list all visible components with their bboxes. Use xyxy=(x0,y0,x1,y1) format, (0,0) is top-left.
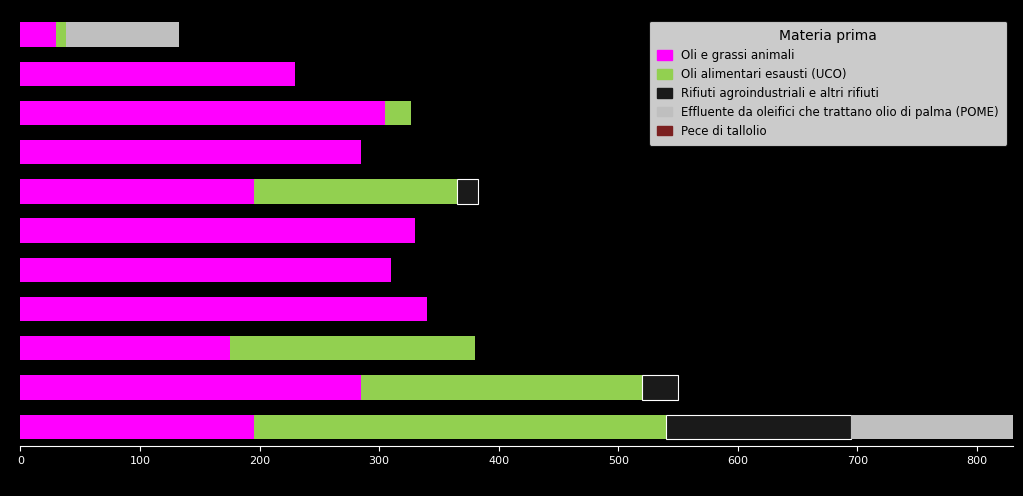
Bar xyxy=(56,22,65,47)
Bar xyxy=(642,375,678,400)
Bar xyxy=(20,140,361,164)
Bar xyxy=(20,179,254,203)
Bar xyxy=(20,336,230,361)
Bar xyxy=(457,179,479,203)
Bar xyxy=(65,22,179,47)
Bar xyxy=(20,218,415,243)
Bar xyxy=(20,258,391,282)
Bar xyxy=(20,375,361,400)
Bar xyxy=(666,415,851,439)
Bar xyxy=(20,415,254,439)
Bar xyxy=(254,179,457,203)
Bar xyxy=(361,375,642,400)
Bar xyxy=(20,22,56,47)
Bar xyxy=(851,415,1023,439)
Bar xyxy=(20,62,296,86)
Legend: Oli e grassi animali, Oli alimentari esausti (UCO), Rifiuti agroindustriali e al: Oli e grassi animali, Oli alimentari esa… xyxy=(650,21,1007,146)
Bar xyxy=(230,336,475,361)
Bar xyxy=(254,415,666,439)
Bar xyxy=(20,101,385,125)
Bar xyxy=(385,101,411,125)
Bar xyxy=(20,297,427,321)
